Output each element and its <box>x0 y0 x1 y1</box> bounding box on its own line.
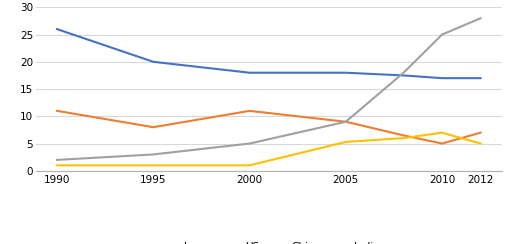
India <box>439 131 445 134</box>
India <box>343 141 349 143</box>
Japan <box>439 77 445 80</box>
China <box>246 142 252 145</box>
China <box>150 153 156 156</box>
US <box>54 109 60 112</box>
Japan <box>478 77 484 80</box>
India <box>54 164 60 167</box>
China <box>54 158 60 161</box>
China <box>343 120 349 123</box>
Japan <box>54 28 60 30</box>
Line: India: India <box>57 133 481 165</box>
Line: US: US <box>57 111 481 143</box>
Japan <box>150 60 156 63</box>
US <box>246 109 252 112</box>
Line: China: China <box>57 18 481 160</box>
India <box>150 164 156 167</box>
Japan <box>246 71 252 74</box>
India <box>478 142 484 145</box>
US <box>150 126 156 129</box>
China <box>478 17 484 20</box>
US <box>478 131 484 134</box>
China <box>439 33 445 36</box>
India <box>400 137 407 140</box>
Legend: Japan, US, China, India: Japan, US, China, India <box>154 238 384 244</box>
China <box>400 71 407 74</box>
US <box>439 142 445 145</box>
India <box>246 164 252 167</box>
Line: Japan: Japan <box>57 29 481 78</box>
Japan <box>400 74 407 77</box>
Japan <box>343 71 349 74</box>
US <box>400 134 407 137</box>
US <box>343 120 349 123</box>
